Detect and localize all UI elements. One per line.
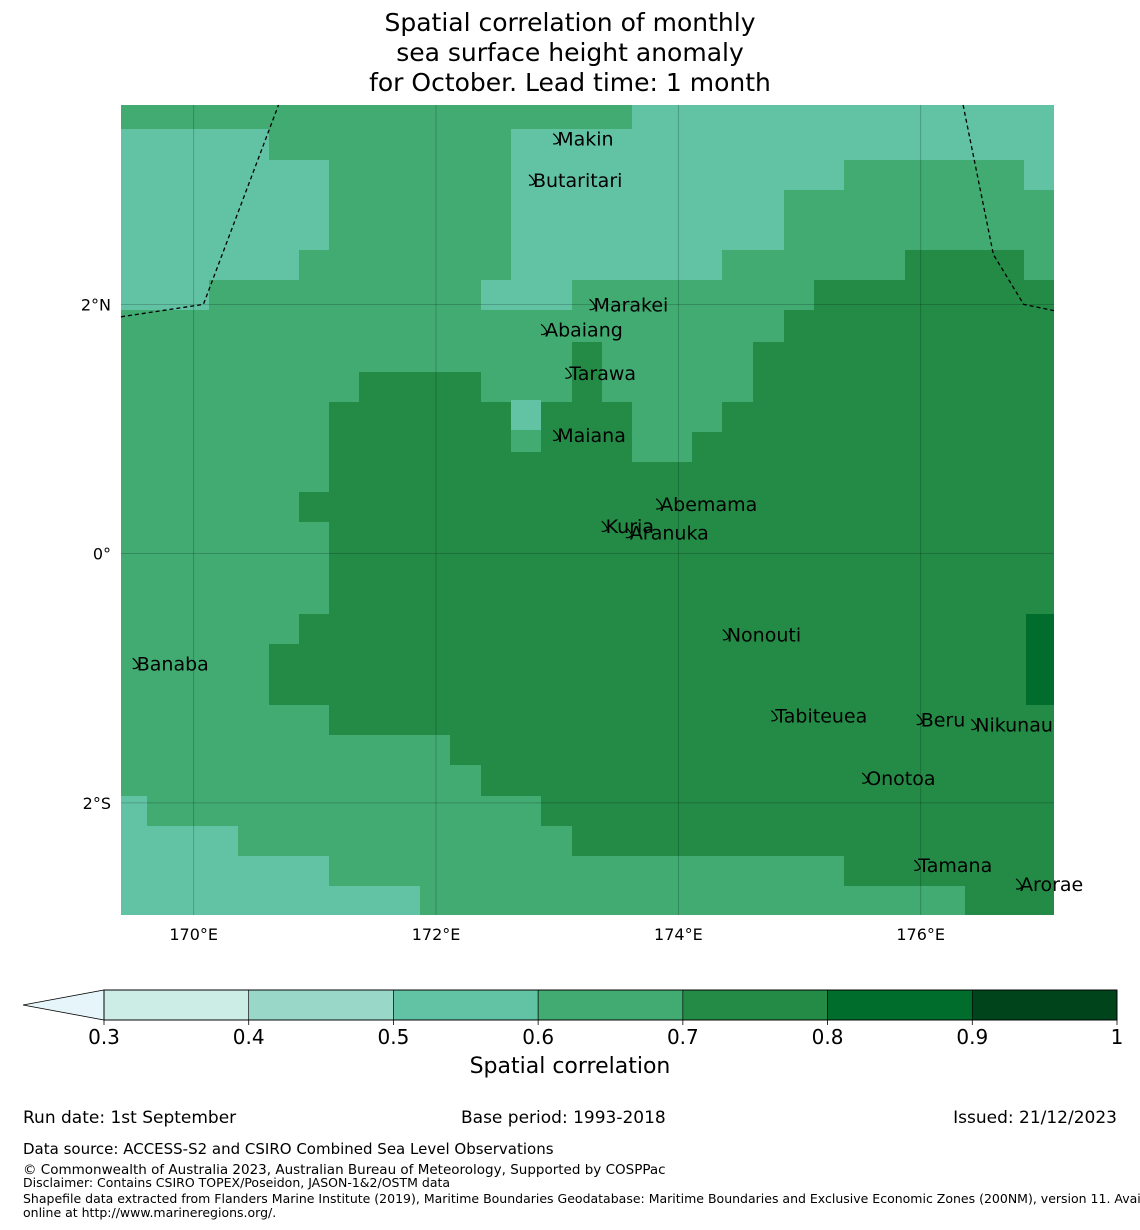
y-tick-label: 0° — [93, 545, 111, 564]
correlation-region — [121, 796, 420, 915]
colorbar-tick-label: 0.4 — [233, 1025, 265, 1049]
island-label: Abemama — [660, 494, 757, 516]
island-label: Makin — [557, 129, 613, 151]
eez-boundary-line — [962, 104, 1055, 312]
colorbar-label: Spatial correlation — [469, 1054, 671, 1079]
map-figure: Makin Butaritari Marakei Abaiang Tarawa Maian… — [22, 104, 1124, 1049]
data-source: Data source: ACCESS-S2 and CSIRO Combine… — [23, 1140, 554, 1158]
shapefile-credit-line-1: Shapefile data extracted from Flanders M… — [23, 1191, 1140, 1206]
island-outline — [552, 133, 560, 145]
island-label: Arorae — [1020, 874, 1083, 896]
x-tick-label: 176°E — [896, 925, 945, 944]
colorbar-bin — [103, 989, 250, 1021]
issued-date: Issued: 21/12/2023 — [953, 1108, 1117, 1128]
correlation-field — [121, 105, 1054, 915]
island-outline — [625, 526, 633, 539]
x-tick-label: 170°E — [169, 925, 218, 944]
island-outline — [722, 629, 730, 641]
colorbar-bin — [537, 989, 684, 1021]
correlation-region — [511, 400, 541, 430]
island-outline — [655, 498, 663, 510]
y-tick-label: 2°S — [83, 794, 111, 813]
base-period: Base period: 1993-2018 — [461, 1108, 666, 1128]
correlation-region — [269, 250, 1054, 915]
colorbar-tick-label: 0.9 — [956, 1025, 988, 1049]
colorbar: 0.3 0.4 0.5 0.6 0.7 0.8 0.9 1 — [22, 989, 1124, 1049]
eez-boundaries — [120, 104, 1055, 318]
colorbar-bin — [393, 989, 539, 1021]
colorbar-under-arrow — [22, 989, 105, 1021]
shapefile-credit-line-2: online at http://www.marineregions.org/. — [23, 1205, 277, 1220]
island-outline — [970, 718, 978, 731]
colorbar-frame — [103, 989, 1118, 1021]
y-tick-label: 2°N — [81, 295, 111, 314]
island-label: Aranuka — [630, 522, 709, 544]
correlation-region — [121, 129, 329, 310]
colorbar-tick-label: 0.5 — [378, 1025, 410, 1049]
island-label: Abaiang — [545, 319, 623, 341]
axis-ticks: 170°E 172°E 174°E 176°E 2°N 0° 2°S — [81, 295, 945, 944]
island-label: Butaritari — [533, 170, 622, 192]
colorbar-bin — [827, 989, 973, 1021]
title-line-3: for October. Lead time: 1 month — [369, 68, 771, 97]
correlation-region — [481, 105, 1054, 310]
title-line-2: sea surface height anomaly — [396, 38, 744, 67]
copyright: © Commonwealth of Australia 2023, Austra… — [23, 1162, 666, 1178]
island-label: Banaba — [137, 653, 209, 675]
island-outline — [861, 772, 869, 784]
island-label: Tamana — [917, 855, 992, 877]
colorbar-tick-label: 0.8 — [812, 1025, 844, 1049]
island-label: Nonouti — [727, 625, 801, 647]
island-labels: Makin Butaritari Marakei Abaiang Tarawa Maian… — [132, 129, 1083, 896]
x-tick-label: 172°E — [412, 925, 461, 944]
island-outline — [589, 298, 597, 311]
colorbar-tick-label: 0.3 — [88, 1025, 120, 1049]
title-line-1: Spatial correlation of monthly — [384, 8, 756, 37]
island-outline — [540, 323, 548, 336]
colorbar-bin — [682, 989, 828, 1021]
island-label: Beru — [921, 709, 966, 731]
island-outline — [913, 859, 921, 872]
colorbar-bin — [248, 989, 394, 1021]
island-label: Tabiteuea — [774, 706, 867, 728]
island-label: Nikunau — [975, 714, 1053, 736]
colorbar-tick-label: 0.6 — [522, 1025, 554, 1049]
island-outline — [601, 520, 609, 533]
eez-boundary-line — [120, 104, 280, 318]
colorbar-bin — [971, 989, 1118, 1021]
island-label: Maiana — [557, 425, 626, 447]
island-outline — [770, 710, 779, 722]
island-label: Tarawa — [568, 363, 636, 385]
graticule — [121, 105, 1054, 915]
chart-title: Spatial correlation of monthly sea surfa… — [0, 8, 1140, 98]
island-label: Kuria — [606, 516, 654, 538]
island-outline — [1015, 878, 1023, 890]
run-date: Run date: 1st September — [23, 1108, 237, 1128]
x-tick-label: 174°E — [654, 925, 703, 944]
island-label: Onotoa — [866, 768, 935, 790]
colorbar-tick-label: 0.7 — [667, 1025, 699, 1049]
island-outline — [916, 713, 924, 726]
island-outline — [528, 174, 536, 186]
island-label: Marakei — [594, 294, 669, 316]
island-outline — [564, 367, 573, 379]
correlation-region — [1026, 614, 1054, 705]
colorbar-tick-label: 1 — [1111, 1025, 1124, 1049]
disclaimer: Disclaimer: Contains CSIRO TOPEX/Poseido… — [23, 1175, 451, 1190]
island-outline — [132, 657, 140, 670]
island-outline — [552, 429, 560, 442]
